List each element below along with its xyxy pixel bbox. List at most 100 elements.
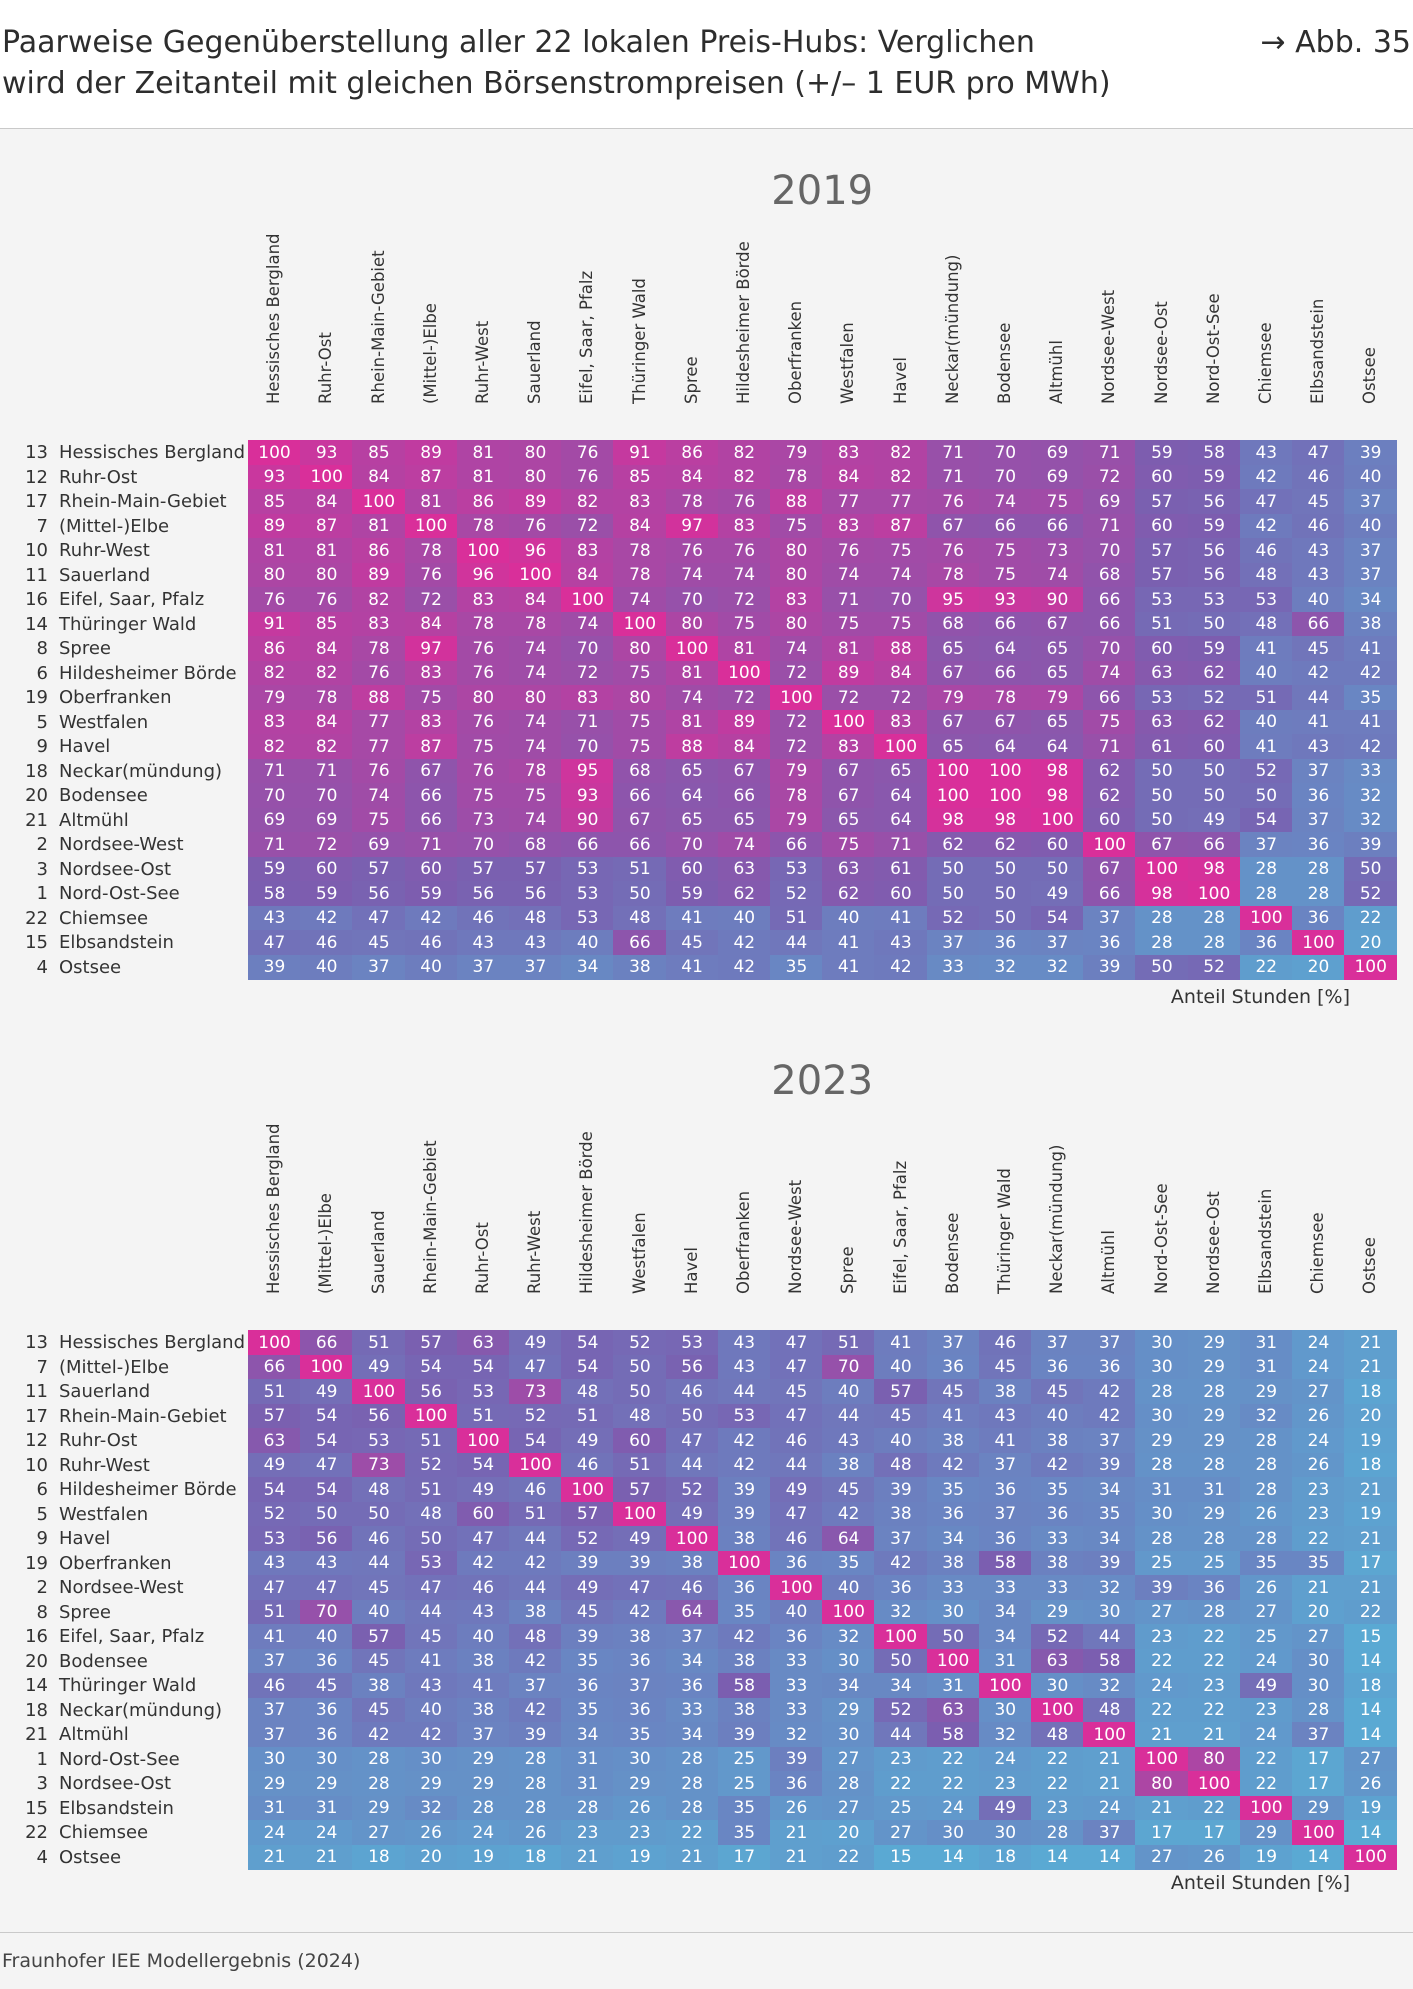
heatmap-cell: 100 [248, 440, 301, 465]
heatmap-cell: 23 [1187, 1673, 1241, 1698]
heatmap-cell: 38 [822, 1452, 876, 1478]
heatmap-cell: 50 [1135, 807, 1189, 833]
row-label-spree: Spree [59, 1601, 112, 1623]
row-label-ostsee: Ostsee [59, 1846, 122, 1868]
heatmap-cell: 76 [456, 709, 510, 735]
heatmap-cell: 41 [665, 905, 719, 931]
heatmap-cell: 62 [926, 832, 980, 857]
heatmap-cell: 29 [1187, 1501, 1241, 1527]
row-number: 20 [25, 785, 48, 806]
heatmap-cell: 33 [1344, 758, 1398, 784]
heatmap-cell: 36 [1083, 1354, 1137, 1380]
heatmap-cell: 29 [456, 1771, 510, 1796]
heatmap-cell: 100 [978, 1673, 1032, 1698]
heatmap-cell: 84 [352, 464, 406, 490]
heatmap-cell: 50 [1031, 856, 1084, 882]
heatmap-cell: 80 [1187, 1746, 1241, 1772]
heatmap-cell: 88 [770, 489, 823, 514]
heatmap-cell: 20 [1292, 954, 1345, 980]
heatmap-cell: 22 [1187, 1697, 1241, 1723]
heatmap-cell: 82 [248, 660, 301, 686]
heatmap-cell: 50 [926, 856, 980, 882]
heatmap-cell: 48 [1239, 562, 1293, 588]
heatmap-cell: 31 [1239, 1354, 1293, 1380]
heatmap-cell: 66 [1187, 832, 1241, 857]
heatmap-cell: 21 [1344, 1526, 1398, 1551]
heatmap-cell: 100 [1135, 1746, 1189, 1772]
heatmap-cell: 40 [1292, 587, 1345, 612]
heatmap-cell: 93 [561, 783, 615, 808]
heatmap-cell: 62 [1083, 783, 1137, 808]
heatmap-cell: 14 [1344, 1697, 1398, 1723]
heatmap-cell: 90 [1031, 587, 1084, 612]
heatmap-cell: 83 [561, 538, 615, 563]
heatmap-cell: 62 [1083, 758, 1137, 784]
heatmap-cell: 23 [561, 1820, 615, 1845]
heatmap-cell: 74 [352, 783, 406, 808]
heatmap-cell: 80 [770, 538, 823, 563]
heatmap-cell: 68 [926, 611, 980, 637]
heatmap-cell: 48 [1239, 611, 1293, 637]
heatmap-cell: 79 [1031, 685, 1084, 710]
heatmap-cell: 44 [1292, 685, 1345, 710]
heatmap-cell: 72 [404, 587, 458, 612]
heatmap-cell: 66 [613, 832, 667, 857]
heatmap-cell: 53 [770, 856, 823, 882]
heatmap-cell: 56 [665, 1354, 719, 1380]
heatmap-cell: 45 [926, 1379, 980, 1404]
heatmap-cell: 60 [1083, 807, 1137, 833]
heatmap-cell: 65 [822, 807, 876, 833]
heatmap-cell: 44 [509, 1575, 562, 1600]
heatmap-cell: 75 [822, 611, 876, 637]
heatmap-cell: 24 [1292, 1428, 1345, 1453]
heatmap-cell: 28 [1031, 1820, 1084, 1845]
heatmap-cell: 52 [561, 1526, 615, 1551]
heatmap-cell: 100 [561, 587, 615, 612]
heatmap-cell: 21 [770, 1844, 823, 1870]
row-number: 6 [36, 1479, 48, 1500]
heatmap-cell: 75 [978, 538, 1032, 563]
heatmap-cell: 41 [1292, 709, 1345, 735]
heatmap-cell: 89 [248, 513, 301, 539]
heatmap-cell: 36 [613, 1697, 667, 1723]
heatmap-cell: 76 [561, 440, 615, 465]
heatmap-cell: 100 [770, 1575, 823, 1600]
heatmap-cell: 28 [1239, 1452, 1293, 1478]
heatmap-cell: 100 [300, 1354, 354, 1380]
heatmap-cell: 51 [248, 1379, 301, 1404]
heatmap-cell: 37 [456, 1722, 510, 1747]
figure-title: Paarweise Gegenüberstellung aller 22 lok… [2, 25, 1111, 101]
heatmap-cell: 80 [248, 562, 301, 588]
heatmap-cell: 23 [1239, 1697, 1293, 1723]
heatmap-cell: 19 [1344, 1501, 1398, 1527]
heatmap-cell: 35 [717, 1820, 771, 1845]
heatmap-cell: 58 [978, 1550, 1032, 1576]
heatmap-cell: 28 [1135, 1526, 1189, 1551]
heatmap-cell: 24 [1239, 1648, 1293, 1674]
heatmap-cell: 32 [1239, 1403, 1293, 1429]
heatmap-cell: 50 [1135, 954, 1189, 980]
heatmap-cell: 29 [404, 1771, 458, 1796]
heatmap-cell: 100 [561, 1477, 615, 1502]
heatmap-cell: 35 [770, 954, 823, 980]
heatmap-cell: 28 [1292, 1697, 1345, 1723]
heatmap-cell: 48 [561, 1379, 615, 1404]
heatmap-cell: 83 [561, 685, 615, 710]
heatmap-cell: 40 [1344, 464, 1398, 490]
heatmap-cell: 34 [1344, 587, 1398, 612]
heatmap-cell: 37 [1292, 807, 1345, 833]
row-number: 16 [25, 1626, 48, 1647]
heatmap-cell: 37 [1083, 1428, 1137, 1453]
heatmap-cell: 75 [456, 734, 510, 759]
heatmap-cell: 63 [822, 856, 876, 882]
heatmap-cell: 22 [1187, 1624, 1241, 1649]
heatmap-cell: 66 [300, 1330, 354, 1355]
heatmap-cell: 47 [509, 1354, 562, 1380]
heatmap-cell: 76 [717, 538, 771, 563]
heatmap-cell: 37 [1344, 489, 1398, 514]
heatmap-cell: 46 [978, 1330, 1032, 1355]
heatmap-cell: 34 [1083, 1477, 1137, 1502]
heatmap-cell: 36 [1292, 832, 1345, 857]
heatmap-cell: 21 [1083, 1771, 1137, 1796]
heatmap-cell: 43 [978, 1403, 1032, 1429]
